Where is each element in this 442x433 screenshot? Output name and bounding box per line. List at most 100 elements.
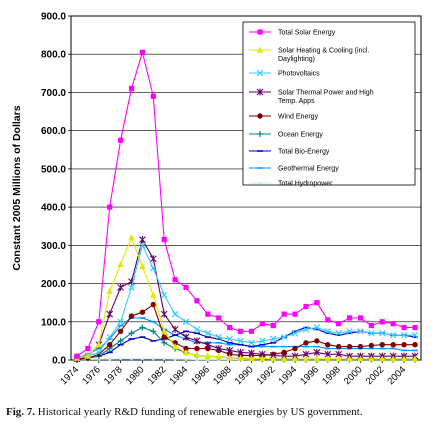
data-point bbox=[256, 46, 264, 53]
data-point bbox=[357, 315, 364, 321]
x-axis: 1974 1976 1978 1980 1982 1984 1986 1988 1990 1992… bbox=[58, 360, 408, 387]
x-tick-label: 1990 bbox=[233, 364, 256, 387]
legend-item: Solar Heating & Cooling (incl. Daylightin… bbox=[249, 46, 369, 63]
data-point bbox=[106, 287, 113, 294]
data-point bbox=[325, 342, 331, 348]
data-point bbox=[106, 333, 113, 341]
data-point bbox=[117, 261, 124, 268]
data-point bbox=[182, 318, 190, 326]
data-point bbox=[226, 335, 233, 343]
y-axis-label: Constant 2005 Millions of Dollars bbox=[11, 105, 23, 270]
data-point bbox=[237, 337, 244, 345]
data-point bbox=[204, 330, 212, 337]
data-point bbox=[346, 328, 353, 335]
data-point bbox=[259, 355, 266, 362]
x-tick-label: 1994 bbox=[276, 364, 299, 387]
data-point bbox=[139, 309, 146, 315]
legend-label: Wind Energy bbox=[278, 114, 319, 121]
data-point bbox=[401, 324, 407, 331]
caption-text: Historical yearly R&D funding of renewab… bbox=[37, 406, 363, 418]
data-point bbox=[193, 352, 201, 359]
data-point bbox=[128, 234, 135, 241]
data-point bbox=[173, 357, 177, 361]
series-total-solar-energy bbox=[74, 49, 418, 359]
data-point bbox=[313, 324, 321, 331]
data-point bbox=[161, 334, 167, 340]
x-tick-label: 1996 bbox=[298, 364, 321, 387]
data-point bbox=[182, 348, 190, 355]
legend-label: Solar Thermal Power and High Temp. Apps bbox=[278, 90, 374, 106]
data-point bbox=[390, 342, 396, 348]
y-tick-label: 600.0 bbox=[41, 126, 66, 137]
data-point bbox=[270, 355, 277, 362]
data-point bbox=[162, 357, 166, 361]
data-point bbox=[195, 358, 199, 362]
legend-label: Total Solar Energy bbox=[278, 30, 336, 37]
data-point bbox=[303, 340, 309, 346]
y-tick-label: 400.0 bbox=[41, 203, 66, 214]
data-point bbox=[193, 326, 201, 333]
x-tick-label: 2002 bbox=[364, 364, 387, 387]
data-point bbox=[84, 352, 92, 359]
data-point bbox=[400, 355, 408, 362]
series-line bbox=[76, 243, 415, 359]
data-point bbox=[346, 355, 353, 362]
legend-label: Geothermal Energy bbox=[278, 166, 339, 173]
data-point bbox=[215, 345, 223, 353]
data-point bbox=[248, 339, 255, 347]
data-point bbox=[379, 330, 386, 337]
data-point bbox=[313, 348, 321, 356]
data-point bbox=[270, 335, 277, 343]
data-point bbox=[256, 69, 264, 77]
x-tick-label: 1974 bbox=[58, 364, 81, 387]
data-point bbox=[107, 204, 113, 210]
data-point bbox=[171, 343, 179, 350]
data-point bbox=[248, 355, 255, 362]
line-chart: 0.0 100.0 200.0 300.0 400.0 500.0 600.0 700.0 80… bbox=[11, 12, 422, 387]
series-group bbox=[73, 49, 419, 363]
data-point bbox=[411, 331, 419, 339]
legend-item: Ocean Energy bbox=[249, 131, 323, 139]
data-point bbox=[97, 357, 101, 361]
data-point bbox=[161, 237, 167, 243]
x-tick-label: 1992 bbox=[255, 364, 278, 387]
caption-label: Fig. 7. bbox=[6, 406, 36, 418]
data-point bbox=[281, 311, 287, 317]
data-point bbox=[237, 354, 244, 361]
x-tick-label: 1976 bbox=[80, 364, 103, 387]
data-point bbox=[193, 337, 201, 345]
data-point bbox=[118, 137, 124, 143]
legend-item: Total Bio-Energy bbox=[249, 149, 330, 156]
data-point bbox=[368, 355, 375, 362]
data-point bbox=[206, 358, 210, 362]
data-point bbox=[237, 348, 244, 356]
y-tick-label: 100.0 bbox=[41, 317, 66, 328]
data-point bbox=[150, 291, 157, 298]
data-point bbox=[357, 328, 364, 335]
data-point bbox=[85, 345, 91, 352]
y-tick-label: 800.0 bbox=[41, 50, 66, 61]
data-point bbox=[379, 319, 385, 325]
data-point bbox=[256, 88, 264, 96]
data-point bbox=[150, 93, 156, 99]
legend-box bbox=[242, 21, 416, 186]
data-point bbox=[183, 345, 189, 352]
data-point bbox=[412, 342, 418, 348]
data-point bbox=[150, 301, 157, 308]
data-point bbox=[108, 357, 112, 361]
data-point bbox=[379, 342, 385, 348]
y-tick-label: 300.0 bbox=[41, 241, 66, 252]
data-point bbox=[335, 330, 342, 337]
data-point bbox=[389, 355, 397, 362]
data-point bbox=[117, 328, 124, 335]
data-point bbox=[119, 357, 123, 361]
data-point bbox=[149, 255, 157, 263]
data-point bbox=[95, 349, 103, 356]
legend-item: Geothermal Energy bbox=[249, 166, 339, 173]
x-tick-label: 1982 bbox=[146, 364, 169, 387]
data-point bbox=[280, 333, 288, 341]
data-point bbox=[106, 310, 114, 318]
data-point bbox=[257, 113, 263, 119]
data-point bbox=[226, 346, 234, 354]
data-point bbox=[128, 86, 135, 92]
